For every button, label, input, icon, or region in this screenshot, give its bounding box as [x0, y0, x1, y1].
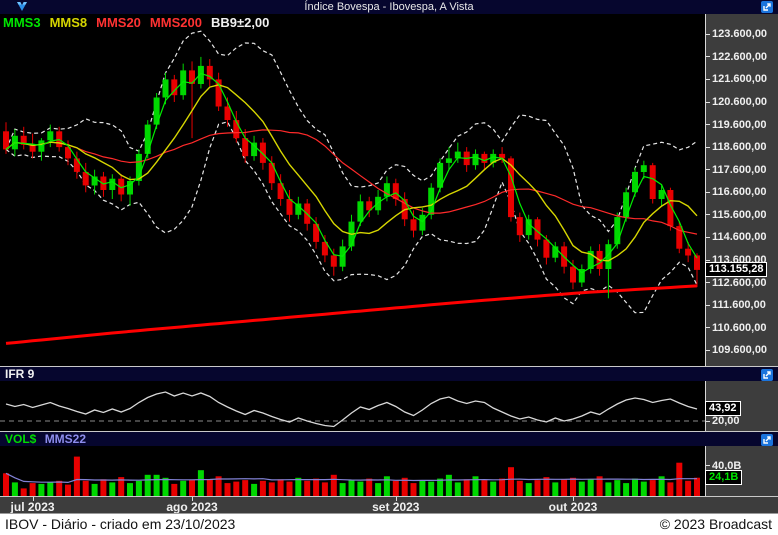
volume-chart[interactable]	[0, 446, 706, 496]
price-axis-label: 112.600,00	[706, 277, 778, 290]
price-axis-label: 118.600,00	[706, 141, 778, 154]
price-axis-label: 122.600,00	[706, 51, 778, 64]
month-tick	[192, 497, 194, 501]
volume-current-badge: 24,1B	[705, 469, 743, 485]
price-axis-label: 109.600,00	[706, 344, 778, 357]
volume-axis-label: 40,0B	[706, 460, 778, 473]
volume-panel-title: VOL$	[5, 432, 37, 446]
chart-description: IBOV - Diário - criado em 23/10/2023	[5, 516, 236, 532]
price-axis-label: 116.600,00	[706, 186, 778, 199]
price-axis-label: 120.600,00	[706, 96, 778, 109]
copyright: © 2023 Broadcast	[659, 516, 772, 532]
legend-item: MMS3	[3, 15, 41, 30]
price-axis-label: 110.600,00	[706, 322, 778, 335]
price-axis-label: 121.600,00	[706, 73, 778, 86]
price-axis-label: 114.600,00	[706, 231, 778, 244]
legend-item: MMS8	[49, 15, 88, 30]
month-label: set 2023	[372, 500, 420, 514]
legend-item: MMS200	[149, 15, 202, 30]
price-axis-label: 119.600,00	[706, 119, 778, 132]
month-label: jul 2023	[10, 500, 55, 514]
page-title: Índice Bovespa - Ibovespa, A Vista	[304, 1, 474, 13]
month-tick	[395, 497, 397, 501]
price-axis-label: 117.600,00	[706, 164, 778, 177]
main-price-chart[interactable]	[0, 14, 706, 366]
legend-item: MMS20	[96, 15, 141, 30]
indicator-legend: MMS3 MMS8 MMS20 MMS200 BB9±2,00	[3, 15, 278, 30]
month-label: ago 2023	[166, 500, 218, 514]
title-bar: Índice Bovespa - Ibovespa, A Vista	[0, 0, 778, 14]
price-axis-label: 115.600,00	[706, 209, 778, 222]
price-axis-label: 111.600,00	[706, 299, 778, 312]
expand-ifr-icon[interactable]	[761, 369, 773, 381]
month-tick	[572, 497, 574, 501]
ifr-level-label: 20,00	[706, 415, 778, 428]
month-tick	[32, 497, 34, 501]
ifr-panel-title: IFR 9	[5, 367, 35, 381]
volume-panel-header: VOL$ MMS22	[0, 431, 778, 446]
price-axis-label: 123.600,00	[706, 28, 778, 41]
app-logo-icon	[17, 2, 27, 11]
legend-item: BB9±2,00	[210, 15, 270, 30]
time-axis[interactable]: jul 2023 ago 2023 set 2023 out 2023	[0, 496, 778, 514]
ifr-current-badge: 43,92	[705, 401, 741, 417]
status-bar: IBOV - Diário - criado em 23/10/2023 © 2…	[0, 513, 778, 535]
volume-mms-label: MMS22	[44, 432, 87, 446]
last-price-badge: 113.155,28	[705, 261, 768, 277]
expand-volume-icon[interactable]	[761, 434, 773, 446]
expand-window-icon[interactable]	[761, 1, 773, 13]
ifr-panel-header: IFR 9	[0, 366, 778, 381]
month-label: out 2023	[548, 500, 598, 514]
ifr-chart[interactable]	[0, 381, 706, 431]
